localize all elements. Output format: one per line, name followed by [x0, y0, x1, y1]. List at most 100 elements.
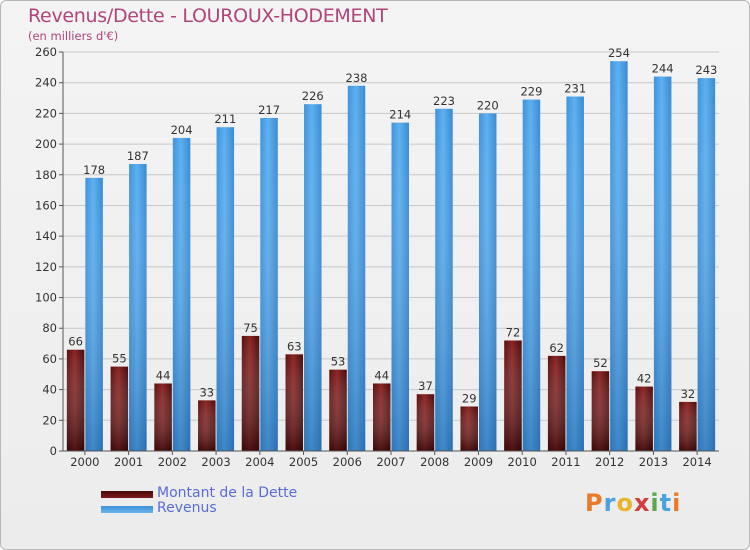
logo-letter: P	[585, 489, 604, 517]
y-tick-label: 20	[42, 413, 57, 427]
bar-revenue-shade	[697, 78, 716, 451]
x-tick-label: 2005	[289, 455, 318, 469]
y-tick-label: 160	[35, 198, 57, 212]
legend-swatch-debt	[101, 491, 153, 498]
bar-revenue-shade	[391, 122, 409, 451]
x-axis-tick-labels: 2000 2001 2002 2003 2004 2005 2006 2007 2008 2009…	[70, 451, 712, 469]
x-tick-label: 2006	[333, 455, 362, 469]
data-label-revenue: 187	[127, 149, 149, 163]
legend-label-revenue: Revenus	[157, 500, 217, 516]
x-tick-label: 2010	[508, 455, 537, 469]
data-labels: 66 178 55 187 44 204 33 211 75 217 63 226 53 238 44 214…	[68, 46, 717, 405]
y-tick-label: 140	[35, 229, 57, 243]
data-label-revenue: 226	[302, 89, 324, 103]
data-label-revenue: 214	[389, 108, 411, 122]
data-label-revenue: 220	[477, 98, 499, 112]
data-label-debt: 29	[462, 391, 477, 405]
data-label-revenue: 178	[83, 163, 105, 177]
y-tick-label: 100	[35, 291, 57, 305]
data-label-debt: 44	[374, 368, 389, 382]
logo-letter: i	[650, 489, 660, 517]
bar-debt-shade	[547, 355, 566, 451]
x-tick-label: 2008	[420, 455, 449, 469]
data-label-revenue: 238	[346, 71, 368, 85]
x-tick-label: 2014	[682, 455, 711, 469]
bar-revenue-shade	[260, 117, 278, 451]
y-tick-label: 220	[35, 106, 57, 120]
bar-revenue-shade	[610, 61, 628, 451]
x-tick-label: 2004	[245, 455, 274, 469]
bar-debt-shade	[504, 340, 522, 451]
bar-revenue-shade	[478, 113, 497, 451]
axes	[62, 52, 719, 452]
logo-letter: o	[616, 489, 634, 517]
data-label-debt: 63	[287, 339, 302, 353]
x-tick-label: 2011	[551, 455, 580, 469]
data-label-revenue: 211	[214, 112, 236, 126]
bar-debt-shade	[679, 401, 697, 451]
bar-debt-shade	[66, 349, 85, 451]
logo-letter: x	[633, 489, 651, 517]
bar-debt-shade	[110, 366, 129, 451]
y-tick-label: 120	[35, 260, 57, 274]
bar-debt-shade	[416, 394, 435, 451]
data-label-debt: 32	[681, 387, 696, 401]
data-label-debt: 72	[506, 326, 521, 340]
y-tick-label: 240	[35, 76, 57, 90]
data-label-revenue: 254	[608, 46, 630, 60]
data-label-debt: 55	[112, 352, 127, 366]
data-label-debt: 33	[199, 385, 214, 399]
data-label-debt: 66	[68, 335, 83, 349]
data-label-revenue: 243	[695, 63, 717, 77]
logo-letter: t	[659, 489, 673, 517]
bar-debt-shade	[329, 369, 347, 451]
data-label-debt: 44	[156, 368, 171, 382]
bar-revenue-shade	[435, 108, 453, 452]
bar-revenue-shade	[216, 127, 235, 451]
bar-debt-shade	[285, 354, 304, 451]
bar-debt-shade	[591, 371, 610, 451]
y-tick-label: 260	[35, 45, 57, 59]
x-tick-label: 2013	[639, 455, 668, 469]
data-label-debt: 53	[331, 355, 346, 369]
x-tick-label: 2009	[464, 455, 493, 469]
data-label-revenue: 244	[652, 62, 674, 76]
data-label-revenue: 223	[433, 94, 455, 108]
bar-debt-shade	[373, 383, 391, 451]
bar-revenue-shade	[129, 164, 147, 451]
logo-letter: i	[672, 489, 682, 517]
data-label-debt: 52	[593, 356, 608, 370]
x-tick-label: 2012	[595, 455, 624, 469]
y-tick-label: 0	[50, 444, 57, 458]
chart-title: Revenus/Dette - LOUROUX-HODEMENT	[28, 5, 388, 27]
bar-debt-shade	[460, 406, 478, 451]
x-tick-label: 2000	[70, 455, 99, 469]
bar-revenue-shade	[566, 96, 584, 451]
x-tick-label: 2001	[114, 455, 143, 469]
data-label-revenue: 229	[520, 85, 542, 99]
bar-debt-shade	[154, 383, 172, 451]
y-tick-label: 80	[42, 321, 57, 335]
bar-revenue-shade	[85, 177, 103, 452]
y-axis-tick-labels: 0 20 40 60 80 100 120 140 160 180 200 220 240 260	[35, 45, 57, 458]
bar-debt-shade	[241, 335, 260, 451]
bar-revenue-shade	[347, 85, 366, 451]
bar-debt-shade	[635, 386, 653, 451]
data-label-debt: 62	[549, 341, 564, 355]
y-tick-label: 180	[35, 168, 57, 182]
data-label-revenue: 231	[564, 82, 586, 96]
bar-debt-shade	[198, 400, 216, 451]
bar-revenue-shade	[172, 137, 191, 451]
data-label-revenue: 217	[258, 103, 280, 117]
x-tick-label: 2003	[201, 455, 230, 469]
legend-swatch-revenue	[101, 506, 153, 513]
x-tick-label: 2007	[376, 455, 405, 469]
logo-letter: r	[603, 489, 617, 517]
grid-lines	[59, 51, 719, 452]
bar-revenue-shade	[522, 99, 541, 452]
chart-subtitle: (en milliers d'€)	[28, 29, 119, 43]
y-tick-label: 40	[42, 383, 57, 397]
bars	[66, 61, 716, 452]
